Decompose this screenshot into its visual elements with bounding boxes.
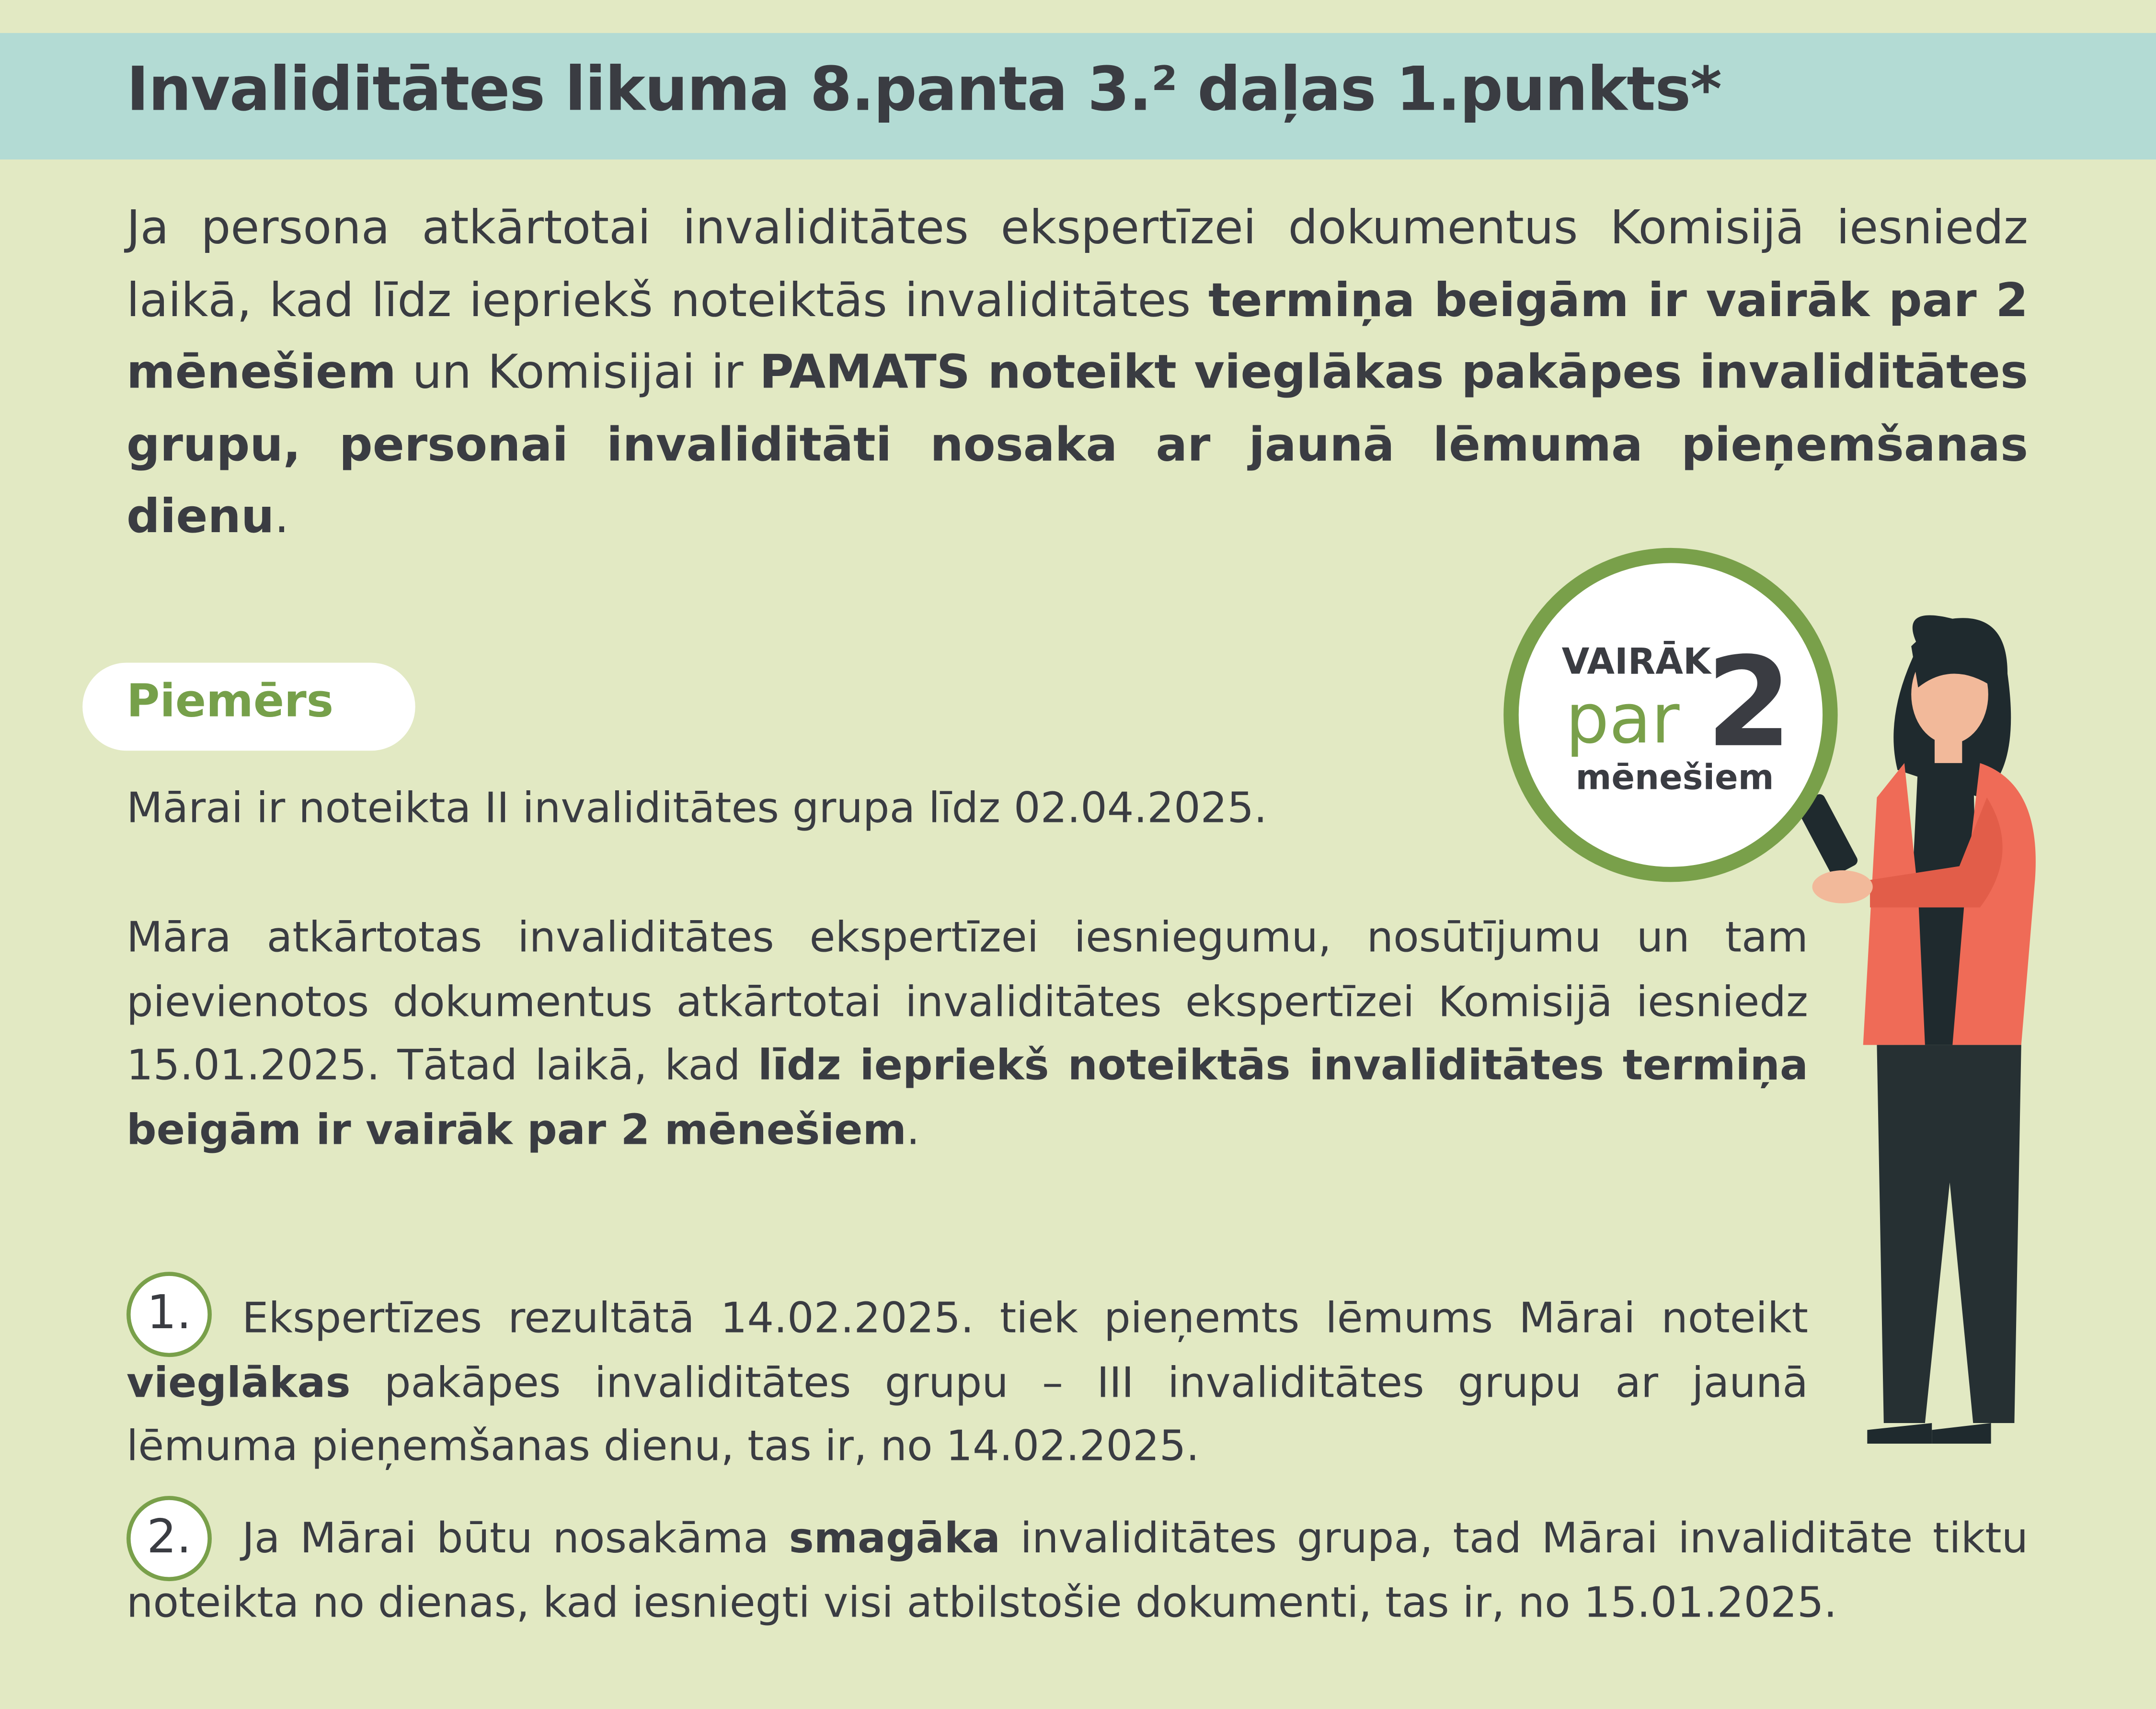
text: Ja persona atkārtotai invaliditātes eksp… <box>126 201 2029 328</box>
bold-text: smagāka <box>789 1515 1000 1563</box>
woman-illustration <box>1797 615 2036 1444</box>
badge-text: mēnešiem <box>1576 757 1774 798</box>
bold-text: vieglākas <box>126 1359 351 1407</box>
paragraph: Māra atkārtotas invaliditātes ekspertīze… <box>126 908 1808 1163</box>
text: invaliditātes grupa, tad Mārai invalidit… <box>126 1515 2029 1628</box>
bold-text: termiņa beigām ir vairāk par 2 mēnešiem <box>126 273 2029 400</box>
header-band <box>0 33 2156 160</box>
paragraph: Mārai ir noteikta II invaliditātes grupa… <box>126 785 1267 833</box>
text: Māra atkārtotas invaliditātes ekspertīze… <box>126 914 1808 1091</box>
badge-text: par <box>1565 679 1679 759</box>
list-item: Ekspertīzes rezultātā 14.02.2025. tiek p… <box>126 1288 1808 1480</box>
list-number: 1. <box>126 1272 212 1357</box>
badge-number: 2 <box>1706 630 1792 775</box>
text: Ja Mārai būtu nosakāma <box>242 1515 789 1563</box>
list-item: Ja Mārai būtu nosakāma smagāka invalidit… <box>126 1508 2028 1636</box>
bold-text: līdz iepriekš noteiktās invaliditātes te… <box>126 1042 1808 1154</box>
text: pakāpes invaliditātes grupu – III invali… <box>126 1359 1808 1471</box>
text: Ekspertīzes rezultātā 14.02.2025. tiek p… <box>242 1295 1808 1344</box>
text: . <box>906 1106 920 1154</box>
badge <box>1503 547 1838 882</box>
text: un Komisijai ir <box>396 345 760 400</box>
badge-text: VAIRĀK <box>1562 641 1712 683</box>
intro-paragraph: Ja persona atkārtotai invaliditātes eksp… <box>126 193 2028 554</box>
list-number: 2. <box>126 1496 212 1582</box>
example-pill <box>82 662 415 751</box>
bold-text: PAMATS noteikt vieglākas pakāpes invalid… <box>126 345 2029 545</box>
example-label: Piemērs <box>126 673 334 728</box>
title: Invaliditātes likuma 8.panta 3.² daļas 1… <box>126 55 1722 125</box>
text: . <box>274 489 289 545</box>
